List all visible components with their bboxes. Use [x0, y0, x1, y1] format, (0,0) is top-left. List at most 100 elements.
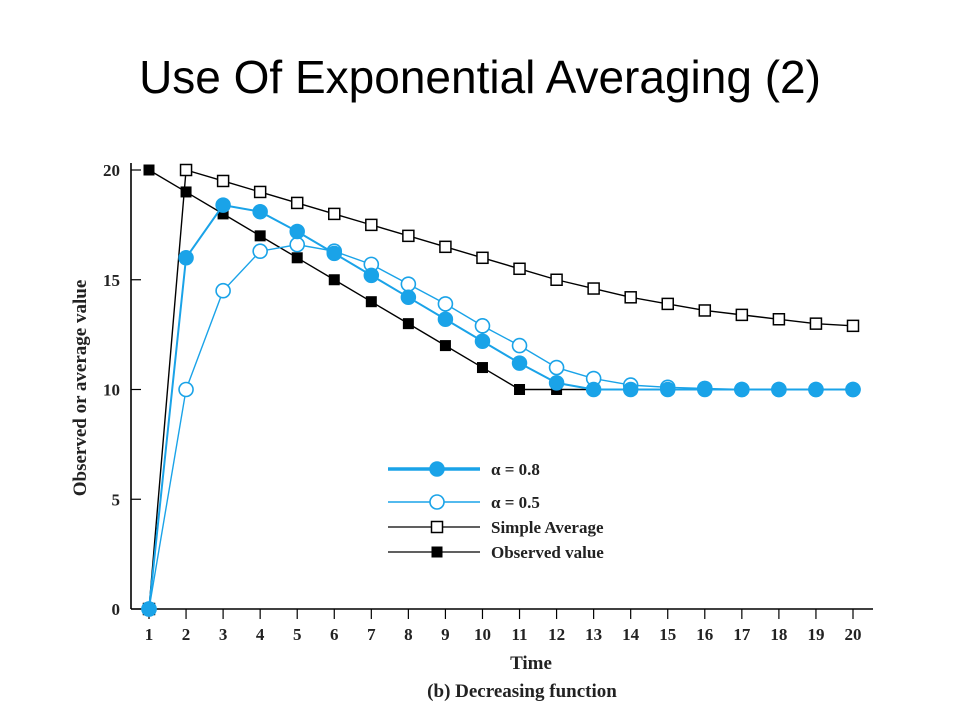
- x-tick-label: 18: [770, 625, 787, 644]
- data-point: [622, 381, 639, 398]
- data-point: [290, 196, 304, 210]
- slide-title: Use Of Exponential Averaging (2): [139, 51, 821, 103]
- data-point: [698, 304, 712, 317]
- series-observed-value: [143, 164, 859, 395]
- data-point: [179, 163, 193, 177]
- data-point: [289, 236, 306, 253]
- x-tick-label: 11: [511, 625, 527, 644]
- data-point: [402, 229, 415, 243]
- data-point: [215, 282, 231, 299]
- y-tick-label: 5: [112, 490, 121, 509]
- data-point: [400, 289, 417, 306]
- x-tick-label: 16: [696, 625, 713, 644]
- x-tick-label: 8: [404, 625, 413, 644]
- data-point: [437, 296, 454, 312]
- legend-label: α = 0.8: [491, 460, 540, 479]
- data-point: [511, 337, 528, 354]
- data-point: [400, 276, 417, 292]
- series-simple-average: [142, 163, 860, 616]
- data-point: [439, 240, 452, 254]
- y-axis-label: Observed or average value: [70, 280, 91, 497]
- data-point: [363, 267, 380, 284]
- x-tick-label: 5: [293, 625, 302, 644]
- y-tick-label: 20: [103, 161, 120, 180]
- data-point: [585, 381, 602, 398]
- data-point: [141, 601, 157, 617]
- data-point: [845, 381, 861, 398]
- x-tick-label: 12: [548, 625, 565, 644]
- data-point: [772, 313, 786, 326]
- legend-label: α = 0.5: [491, 493, 540, 512]
- data-point: [365, 218, 378, 232]
- y-tick-label: 10: [103, 381, 120, 400]
- data-point: [215, 197, 231, 213]
- data-point: [143, 164, 155, 176]
- x-tick-label: 1: [145, 625, 154, 644]
- legend-label: Simple Average: [491, 518, 604, 537]
- data-point: [180, 186, 192, 198]
- data-point: [430, 520, 444, 534]
- data-point: [697, 381, 713, 398]
- data-point: [548, 359, 565, 376]
- y-tick-label: 0: [112, 600, 121, 619]
- x-tick-label: 14: [622, 625, 640, 644]
- data-point: [550, 273, 563, 286]
- data-point: [326, 245, 343, 262]
- x-tick-label: 2: [182, 625, 191, 644]
- x-tick-label: 17: [733, 625, 751, 644]
- x-tick-label: 19: [807, 625, 824, 644]
- data-point: [809, 317, 823, 330]
- data-point: [437, 311, 454, 328]
- data-point: [439, 340, 451, 352]
- x-tick-label: 4: [256, 625, 265, 644]
- data-point: [808, 381, 824, 398]
- data-point: [513, 262, 526, 276]
- data-point: [429, 494, 445, 510]
- x-tick-label: 15: [659, 625, 676, 644]
- data-point: [289, 223, 305, 240]
- x-tick-label: 9: [441, 625, 450, 644]
- data-point: [734, 381, 750, 398]
- data-point: [252, 243, 268, 260]
- series--0-8: [141, 197, 861, 617]
- data-point: [474, 333, 491, 349]
- legend-label: Observed value: [491, 543, 604, 562]
- data-point: [365, 296, 377, 308]
- series-layer: [141, 163, 861, 617]
- data-point: [474, 318, 491, 334]
- x-tick-label: 6: [330, 625, 339, 644]
- data-point: [771, 381, 787, 398]
- x-tick-label: 10: [474, 625, 491, 644]
- series-line: [148, 169, 853, 391]
- data-point: [548, 375, 565, 391]
- data-point: [402, 318, 414, 330]
- y-tick-label: 15: [103, 271, 120, 290]
- data-point: [253, 185, 267, 199]
- data-point: [291, 252, 303, 264]
- data-point: [476, 251, 489, 265]
- data-point: [216, 174, 230, 188]
- x-tick-label: 7: [367, 625, 376, 644]
- data-point: [659, 381, 676, 398]
- data-point: [587, 282, 600, 295]
- data-point: [252, 203, 268, 220]
- data-point: [328, 274, 340, 286]
- data-point: [735, 308, 749, 322]
- chart-legend: α = 0.8 α = 0.5 Simple Average Observed val…: [388, 460, 604, 562]
- x-tick-label: 20: [845, 625, 862, 644]
- data-point: [431, 546, 443, 558]
- data-point: [846, 319, 860, 333]
- data-point: [178, 250, 194, 266]
- data-point: [511, 355, 528, 371]
- data-point: [624, 291, 637, 304]
- data-point: [476, 362, 488, 374]
- data-point: [328, 207, 341, 221]
- data-point: [514, 384, 526, 395]
- data-point: [254, 230, 266, 242]
- data-point: [178, 381, 194, 398]
- data-point: [429, 461, 445, 477]
- x-tick-label: 3: [219, 625, 228, 644]
- x-tick-label: 13: [585, 625, 602, 644]
